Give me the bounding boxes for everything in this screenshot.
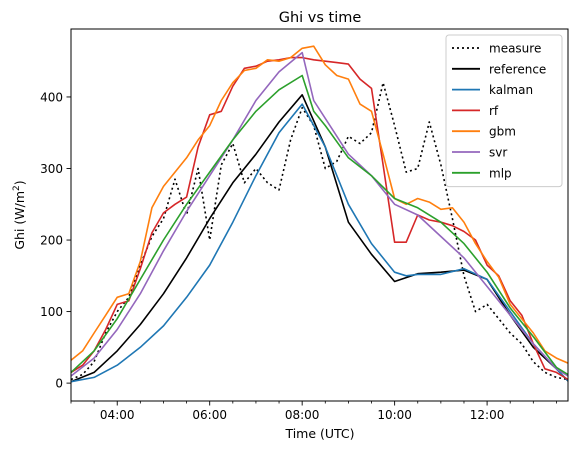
y-axis-label: Ghi (W/m2) <box>12 180 27 249</box>
y-axis-label-main: Ghi (W/m <box>12 191 27 250</box>
legend-label-gbm: gbm <box>489 125 516 139</box>
y-tick-label: 0 <box>55 377 63 391</box>
y-axis-label-superscript: 2 <box>12 185 22 191</box>
legend-label-svr: svr <box>489 146 507 160</box>
series-line-gbm <box>70 45 569 364</box>
legend-label-reference: reference <box>489 62 546 76</box>
legend: measure reference kalman rf gbm svr mlp <box>445 34 563 188</box>
x-ticks: 04:00 06:00 08:00 10:00 12:00 <box>70 401 557 422</box>
legend-label-mlp: mlp <box>489 166 512 180</box>
x-tick-label: 04:00 <box>100 408 135 422</box>
legend-label-rf: rf <box>489 104 499 118</box>
chart-title: Ghi vs time <box>279 10 362 26</box>
plot-frame <box>70 28 569 402</box>
plot-group <box>70 45 569 383</box>
x-axis-label: Time (UTC) <box>284 426 354 441</box>
y-tick-label: 200 <box>40 234 63 248</box>
y-tick-label: 300 <box>40 162 63 176</box>
y-axis-label-close: ) <box>12 180 27 185</box>
y-tick-label: 400 <box>40 90 63 104</box>
legend-label-measure: measure <box>489 42 541 56</box>
y-tick-label: 100 <box>40 305 63 319</box>
x-tick-label: 12:00 <box>470 408 505 422</box>
series-line-mlp <box>70 74 569 376</box>
series-line-svr <box>70 51 569 377</box>
y-ticks: 0 100 200 300 400 <box>40 90 71 391</box>
legend-label-kalman: kalman <box>489 83 533 97</box>
series-line-kalman <box>70 103 569 383</box>
x-tick-label: 06:00 <box>192 408 227 422</box>
series-line-rf <box>70 56 569 381</box>
x-tick-label: 08:00 <box>285 408 320 422</box>
x-tick-label: 10:00 <box>377 408 412 422</box>
legend-box <box>445 34 563 188</box>
